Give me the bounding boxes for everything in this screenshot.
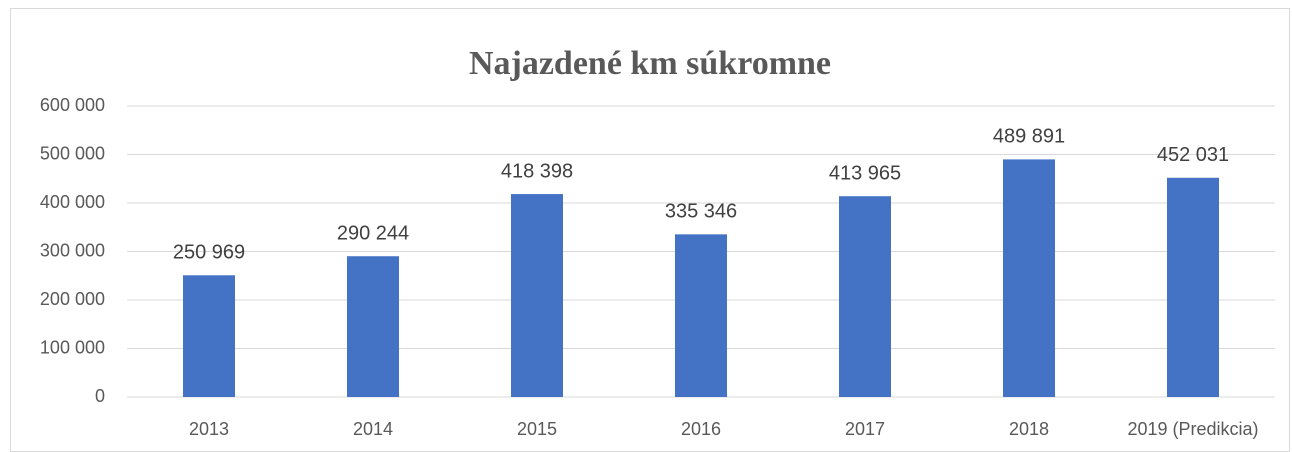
chart-title: Najazdené km súkromne — [469, 45, 831, 82]
x-tick-label: 2013 — [189, 419, 229, 439]
y-tick-label: 500 000 — [40, 143, 105, 163]
y-tick-label: 300 000 — [40, 240, 105, 260]
bar — [839, 196, 891, 397]
x-tick-label: 2014 — [353, 419, 393, 439]
data-label: 452 031 — [1157, 144, 1229, 166]
bar — [1167, 177, 1219, 397]
x-tick-label: 2016 — [681, 419, 721, 439]
x-tick-label: 2017 — [845, 419, 885, 439]
data-label: 489 891 — [993, 126, 1065, 148]
y-tick-label: 400 000 — [40, 192, 105, 212]
bar — [511, 194, 563, 397]
y-tick-label: 600 000 — [40, 95, 105, 115]
data-label: 418 398 — [501, 160, 573, 182]
y-tick-label: 100 000 — [40, 337, 105, 357]
y-tick-label: 0 — [95, 386, 105, 406]
data-label: 250 969 — [173, 242, 245, 264]
data-label: 290 244 — [337, 223, 409, 245]
x-tick-label: 2018 — [1009, 419, 1049, 439]
bar — [347, 256, 399, 397]
x-tick-label: 2019 (Predikcia) — [1127, 419, 1258, 439]
bar — [1003, 159, 1055, 397]
y-tick-label: 200 000 — [40, 289, 105, 309]
bar — [675, 234, 727, 397]
bar — [183, 275, 235, 397]
data-label: 413 965 — [829, 163, 901, 185]
data-label: 335 346 — [665, 201, 737, 223]
x-tick-label: 2015 — [517, 419, 557, 439]
